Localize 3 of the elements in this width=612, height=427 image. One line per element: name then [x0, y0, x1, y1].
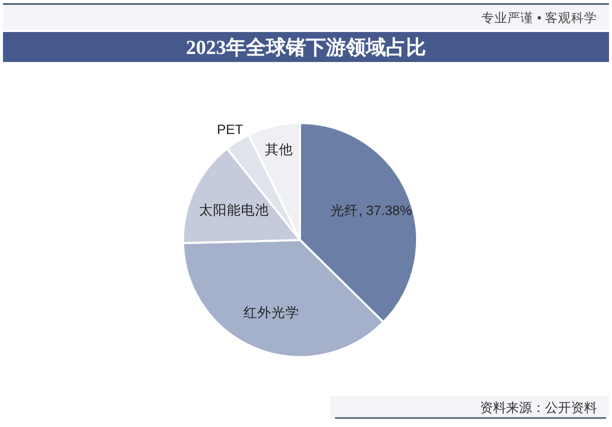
annotation: 专业严谨 • 客观科学	[482, 11, 597, 25]
annotation: 资料来源：公开资料	[480, 400, 597, 415]
title: 2023年全球锗下游领域占比	[186, 37, 426, 59]
